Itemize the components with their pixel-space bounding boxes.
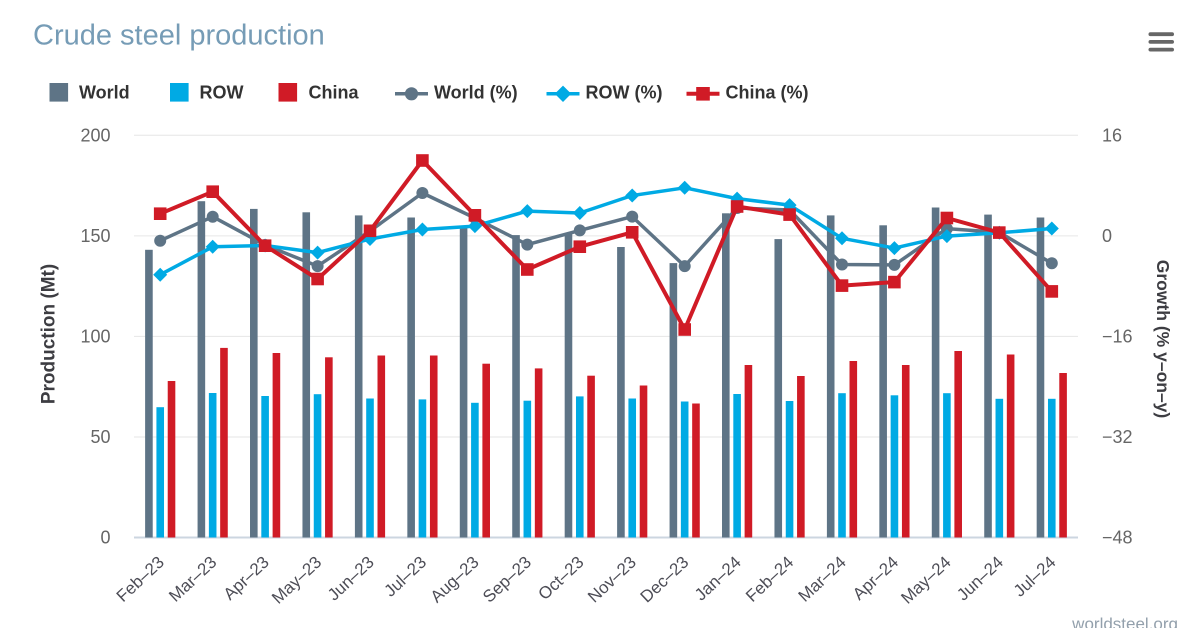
svg-text:0: 0 (100, 528, 110, 548)
svg-text:China (%): China (%) (726, 83, 809, 103)
svg-text:−48: −48 (1102, 528, 1133, 548)
svg-text:World (%): World (%) (434, 83, 518, 103)
svg-text:50: 50 (90, 427, 110, 447)
svg-text:0: 0 (1102, 226, 1112, 246)
svg-text:100: 100 (80, 326, 110, 346)
svg-text:World: World (79, 83, 130, 103)
svg-text:worldsteel.org: worldsteel.org (1071, 615, 1178, 628)
svg-text:Growth (% y–on–y): Growth (% y–on–y) (1153, 260, 1173, 419)
svg-text:Crude steel production: Crude steel production (33, 20, 325, 52)
svg-text:ROW: ROW (200, 83, 244, 103)
svg-text:150: 150 (80, 226, 110, 246)
svg-text:ROW (%): ROW (%) (586, 83, 663, 103)
svg-text:Production (Mt): Production (Mt) (39, 264, 60, 404)
svg-text:200: 200 (80, 125, 110, 145)
svg-text:−32: −32 (1102, 427, 1133, 447)
svg-text:China: China (309, 83, 360, 103)
svg-text:16: 16 (1102, 125, 1122, 145)
svg-text:−16: −16 (1102, 326, 1133, 346)
